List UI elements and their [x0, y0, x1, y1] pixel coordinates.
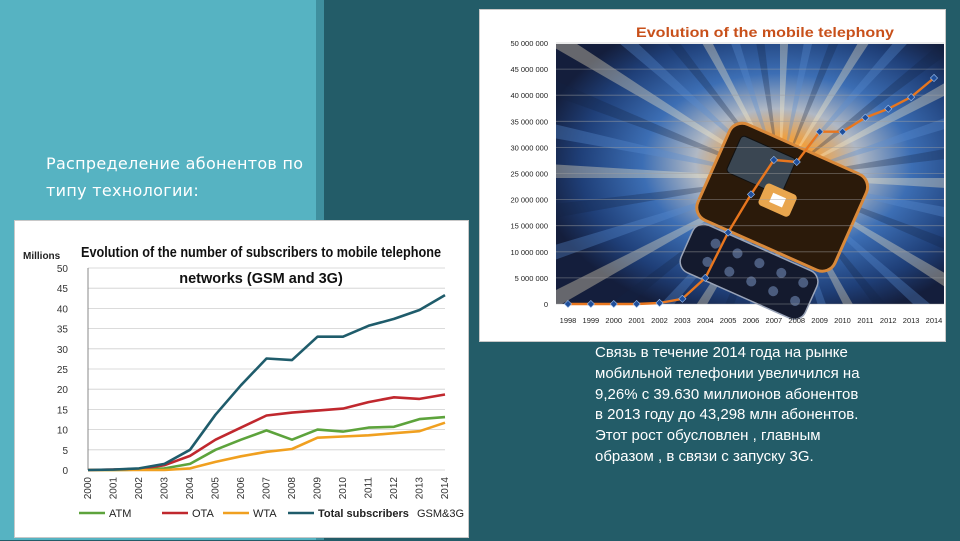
x-tick-label: 2004 [185, 477, 196, 500]
chart-title: Evolution of the mobile telephony [636, 24, 894, 40]
x-tick-label: 2005 [720, 316, 737, 325]
data-point [586, 299, 595, 309]
x-tick-label: 2001 [628, 316, 645, 325]
x-tick-label: 2003 [674, 316, 691, 325]
data-point [907, 93, 916, 102]
x-tick-label: 2011 [857, 316, 873, 325]
x-tick-label: 2009 [811, 316, 828, 325]
x-tick-label: 2001 [109, 477, 120, 500]
legend-label: WTA [253, 508, 277, 520]
series-line-atm [88, 415, 446, 472]
y-tick-label: 25 [57, 365, 69, 376]
data-point [929, 73, 939, 83]
y-tick-label: 45 [57, 284, 69, 295]
x-tick-label: 2006 [743, 316, 760, 325]
y-tick-label: 10 000 000 [510, 248, 548, 257]
x-tick-label: 2006 [236, 477, 247, 500]
x-tick-label: 2002 [134, 477, 145, 500]
x-tick-label: 2013 [415, 477, 426, 500]
y-tick-label: 5 [62, 446, 68, 457]
y-tick-label: 50 [57, 264, 69, 275]
chart-title-line2: networks (GSM and 3G) [179, 271, 343, 287]
y-tick-label: 10 [57, 426, 69, 437]
data-point [746, 190, 756, 199]
x-tick-label: 1998 [560, 316, 577, 325]
x-tick-label: 1999 [583, 316, 600, 325]
y-tick-label: 45 000 000 [510, 65, 548, 74]
y-tick-label: 25 000 000 [510, 170, 548, 179]
y-tick-label: 30 000 000 [510, 143, 548, 152]
chart-title-line1: Evolution of the number of subscribers t… [81, 245, 441, 261]
right-description: Связь в течение 2014 года на рынке мобил… [595, 344, 860, 465]
data-point [563, 299, 573, 309]
y-tick-label: 0 [62, 466, 68, 477]
data-point [701, 273, 710, 282]
x-tick-label: 2009 [313, 477, 324, 500]
x-tick-label: 2014 [440, 477, 451, 500]
y-axis-label: Millions [23, 251, 61, 262]
y-tick-label: 15 [57, 405, 69, 416]
x-tick-label: 2000 [605, 316, 622, 325]
left-caption: Распределение абонентов по типу технолог… [46, 154, 304, 200]
x-tick-label: 2004 [697, 316, 714, 325]
mobile-telephony-chart-svg: Evolution of the mobile telephony 0 5 000 … [510, 24, 944, 325]
data-point [632, 299, 641, 309]
x-tick-label: 2012 [389, 477, 400, 500]
y-tick-label: 20 000 000 [510, 196, 548, 205]
data-point [678, 294, 687, 303]
y-tick-label: 15 000 000 [510, 222, 548, 231]
legend-suffix: GSM&3G [417, 508, 464, 520]
data-point [884, 104, 893, 113]
x-tick-label: 2010 [834, 316, 851, 325]
legend: ATM OTA WTA Total subscribers GSM&3G [79, 508, 464, 520]
series-line-wta [88, 421, 446, 472]
y-tick-label: 5 000 000 [515, 274, 548, 283]
background-image [556, 44, 944, 320]
data-point [792, 157, 801, 167]
x-tick-label: 2012 [880, 316, 897, 325]
series-line-total-subscribers [87, 293, 446, 472]
x-tick-label: 2008 [788, 316, 805, 325]
x-tick-label: 2013 [903, 316, 920, 325]
data-point [815, 127, 824, 136]
mobile-telephony-chart: Evolution of the mobile telephony 0 5 000 … [479, 9, 946, 342]
y-tick-label: 40 [57, 304, 69, 315]
y-tick-label: 35 000 000 [510, 117, 548, 126]
x-tick-label: 2005 [211, 477, 222, 500]
data-point [724, 228, 733, 237]
y-tick-label: 50 000 000 [510, 39, 548, 48]
x-tick-label: 2010 [338, 477, 349, 500]
data-point [609, 299, 618, 309]
x-tick-label: 2003 [160, 477, 171, 500]
subscribers-chart-svg: Millions Evolution of the number of subsc… [23, 245, 464, 520]
legend-label: Total subscribers [318, 508, 409, 520]
data-point [655, 298, 664, 307]
x-tick-label: 2007 [262, 477, 273, 500]
x-tick-label: 2008 [287, 477, 298, 500]
data-point [769, 155, 778, 164]
x-tick-label: 2007 [766, 316, 783, 325]
x-tick-label: 2000 [83, 477, 94, 500]
y-tick-label: 20 [57, 385, 69, 396]
x-tick-label: 2011 [364, 477, 375, 499]
data-point [861, 113, 870, 122]
y-tick-label: 0 [544, 300, 548, 309]
y-tick-label: 30 [57, 345, 69, 356]
y-tick-label: 35 [57, 325, 69, 336]
legend-label: OTA [192, 508, 214, 520]
x-tick-labels: 1998 1999 2000 2001 2002 2003 2004 2005 2006 2007… [560, 316, 943, 325]
x-tick-label: 2002 [651, 316, 668, 325]
y-tick-label: 40 000 000 [510, 91, 548, 100]
phone-image [679, 121, 870, 320]
legend-label: ATM [109, 508, 131, 520]
x-tick-label: 2014 [926, 316, 943, 325]
subscribers-chart: Millions Evolution of the number of subsc… [14, 220, 469, 538]
data-point [838, 127, 847, 136]
